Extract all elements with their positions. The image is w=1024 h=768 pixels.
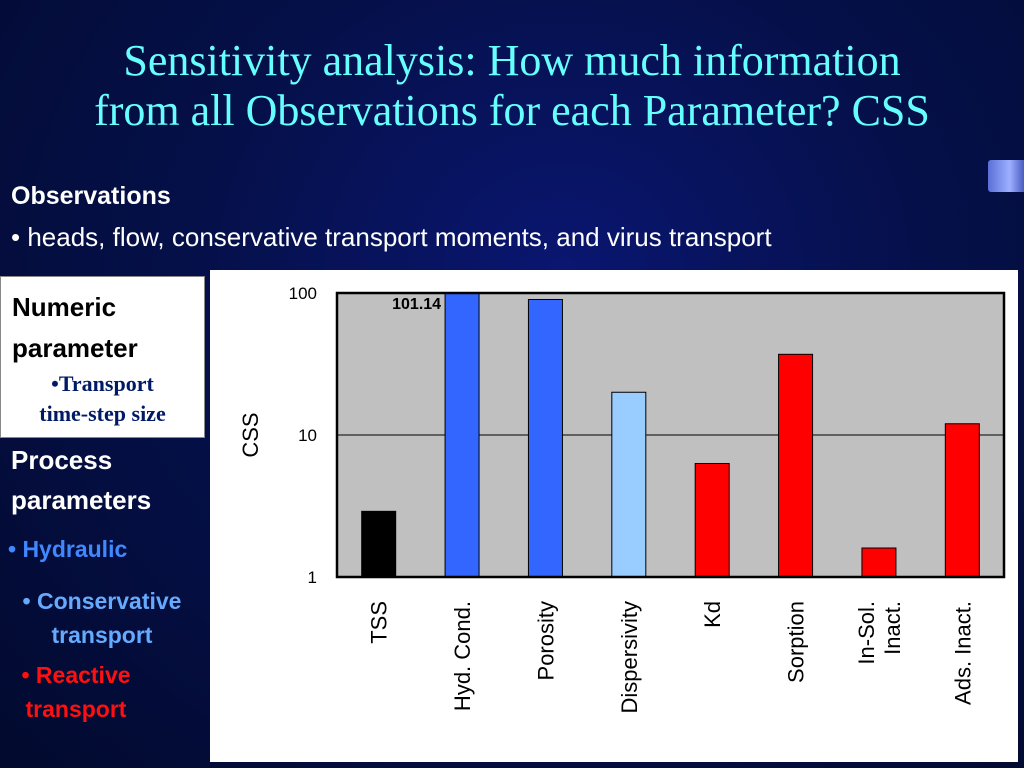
observations-list: • heads, flow, conservative transport mo… xyxy=(11,222,772,253)
bar xyxy=(361,510,397,578)
bar xyxy=(527,298,563,578)
y-tick-label: 100 xyxy=(289,284,317,303)
process-item-reactive: • Reactive transport xyxy=(6,658,146,726)
slide-title-line-2: from all Observations for each Parameter… xyxy=(94,86,930,135)
x-tick-label: In-Sol.Inact. xyxy=(854,601,905,665)
decorative-tab-shape xyxy=(988,160,1024,192)
bar xyxy=(444,292,480,578)
bar xyxy=(944,423,980,578)
x-tick-label: Ads. Inact. xyxy=(950,601,975,705)
x-tick-label: Kd xyxy=(700,601,725,628)
observations-item: • heads, flow, conservative transport mo… xyxy=(11,222,772,252)
process-item-hydraulic: • Hydraulic xyxy=(8,536,128,562)
numeric-parameter-heading: Numeric parameter xyxy=(12,292,138,363)
numeric-item-line-1: •Transport xyxy=(51,371,154,396)
bar xyxy=(861,547,897,578)
chart-panel: 1 10 100 CSS 101.14 TSS Hyd. Cond. Porosity Disp… xyxy=(210,270,1018,762)
process-reactive-line-1: • Reactive xyxy=(21,662,131,688)
css-bar-chart: 1 10 100 CSS 101.14 TSS Hyd. Cond. Porosity Disp… xyxy=(238,284,1006,713)
numeric-parameter-box: Numeric parameter •Transport time-step s… xyxy=(0,276,205,438)
slide-title: Sensitivity analysis: How much informati… xyxy=(0,36,1024,136)
numeric-parameter-item: •Transport time-step size xyxy=(1,369,204,429)
plot-border xyxy=(335,291,1006,579)
data-label: 101.14 xyxy=(392,296,441,313)
x-tick-label: Porosity xyxy=(533,601,558,680)
x-tick-label: Dispersivity xyxy=(617,601,642,713)
y-tick-label: 10 xyxy=(298,426,317,445)
slide-title-line-1: Sensitivity analysis: How much informati… xyxy=(123,36,901,85)
x-tick-label: TSS xyxy=(367,601,392,644)
y-axis-label: CSS xyxy=(238,412,263,457)
process-conservative-line-1: • Conservative xyxy=(22,588,182,614)
bar xyxy=(611,391,647,578)
x-tick-label: Hyd. Cond. xyxy=(450,601,475,711)
x-tick-label: Sorption xyxy=(784,601,809,683)
process-item-conservative: • Conservative transport xyxy=(2,584,202,652)
process-parameters-heading: Process parameters xyxy=(11,445,152,515)
process-reactive-line-2: transport xyxy=(25,696,127,722)
observations-heading: Observations xyxy=(11,182,171,210)
process-conservative-line-2: transport xyxy=(51,622,153,648)
numeric-item-line-2: time-step size xyxy=(39,401,166,426)
bar xyxy=(694,462,730,578)
bar xyxy=(778,353,814,578)
y-tick-label: 1 xyxy=(308,568,317,587)
